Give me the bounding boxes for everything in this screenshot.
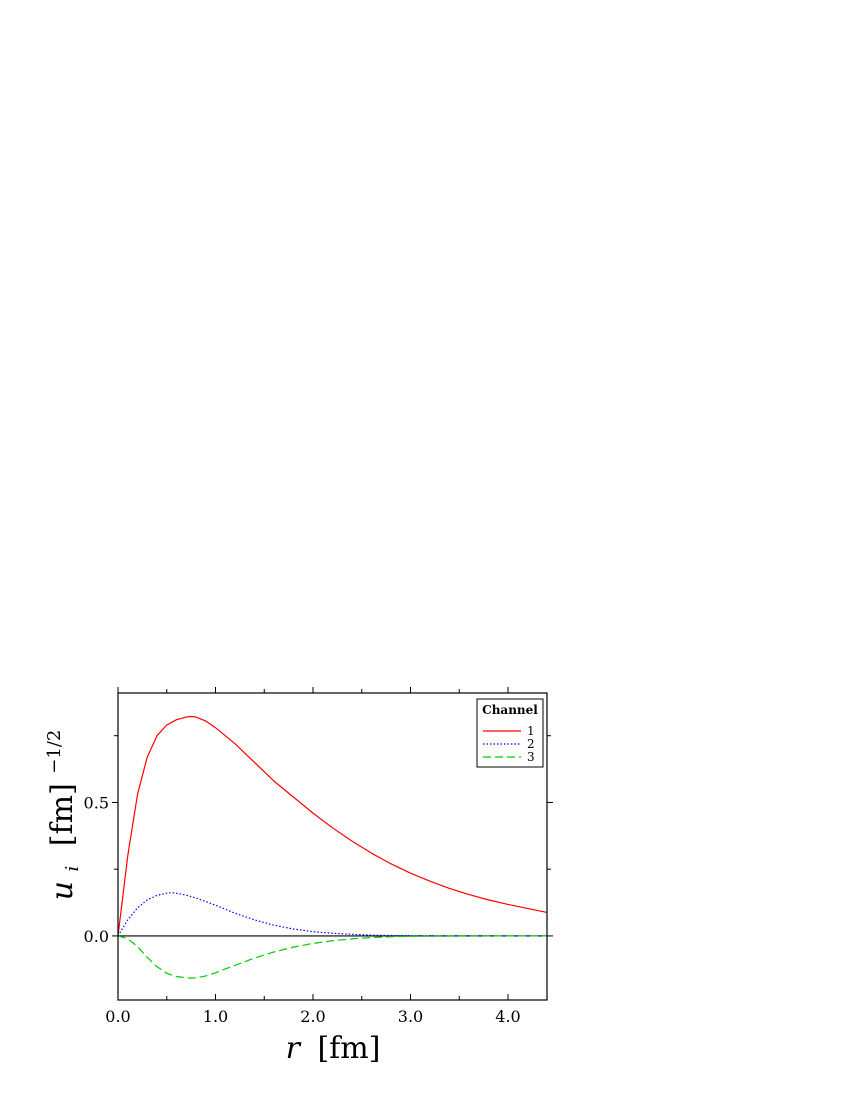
x-axis-symbol: r bbox=[286, 1031, 302, 1066]
x-tick-label-3: 3.0 bbox=[398, 1007, 423, 1026]
y-axis-symbol: u bbox=[45, 881, 80, 900]
y-axis-title: u i [fm] −1/2 bbox=[44, 730, 86, 901]
x-tick-label-0: 0.0 bbox=[105, 1007, 130, 1026]
plot-area bbox=[117, 715, 548, 979]
series-2-line bbox=[117, 892, 547, 937]
y-tick-label-1: 0.5 bbox=[84, 793, 109, 812]
x-axis-unit: [fm] bbox=[317, 1031, 380, 1066]
legend: Channel 1 2 3 bbox=[476, 698, 544, 768]
y-axis-exponent: −1/2 bbox=[44, 730, 65, 774]
plot-frame bbox=[117, 692, 548, 1001]
x-tick-label-4: 4.0 bbox=[495, 1007, 520, 1026]
axes: 0.0 1.0 2.0 3.0 4.0 0.0 0.5 bbox=[84, 687, 553, 1026]
x-tick-label-1: 1.0 bbox=[203, 1007, 228, 1026]
legend-box bbox=[476, 698, 544, 768]
series-1-line bbox=[117, 715, 548, 937]
y-axis-unit: [fm] bbox=[45, 783, 80, 846]
legend-label-1: 1 bbox=[527, 724, 535, 738]
legend-label-2: 2 bbox=[527, 737, 535, 751]
y-tick-label-0: 0.0 bbox=[84, 927, 109, 946]
legend-label-3: 3 bbox=[527, 750, 535, 764]
x-tick-label-2: 2.0 bbox=[300, 1007, 325, 1026]
legend-title: Channel bbox=[482, 703, 538, 717]
series-3-line bbox=[117, 935, 547, 979]
x-axis-title: r [fm] bbox=[286, 1031, 381, 1066]
y-axis-subscript: i bbox=[62, 866, 83, 872]
